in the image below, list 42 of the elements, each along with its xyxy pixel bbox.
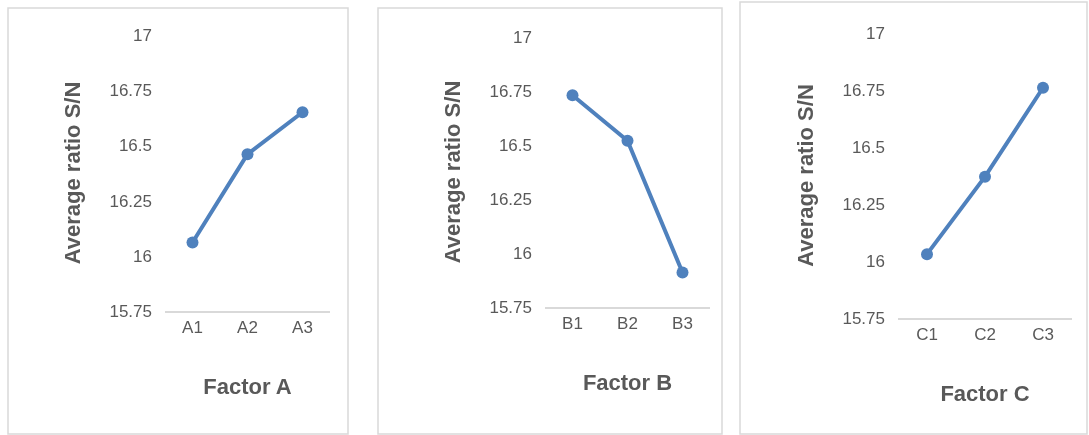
x-tick-label: B1 — [562, 314, 583, 334]
y-tick-label: 15.75 — [489, 297, 532, 317]
y-axis-title: Average ratio S/N — [440, 80, 466, 264]
x-tick-label: A1 — [182, 318, 203, 338]
y-tick-label: 16.25 — [109, 191, 152, 211]
y-tick-label: 15.75 — [109, 301, 152, 321]
x-tick-label: B3 — [672, 314, 693, 334]
y-tick-label: 16.5 — [118, 136, 152, 156]
point — [621, 134, 634, 147]
y-tick-label: 16.75 — [109, 81, 152, 101]
y-tick-label: 16.25 — [489, 189, 532, 209]
point — [1037, 81, 1049, 94]
y-tick-label: 16.75 — [489, 81, 532, 101]
x-tick-label: B2 — [617, 314, 638, 334]
x-tick-label: C1 — [916, 325, 938, 345]
x-tick-label: A2 — [237, 318, 258, 338]
point — [921, 248, 933, 261]
y-tick-label: 17 — [866, 23, 885, 43]
x-tick-label: C2 — [974, 325, 996, 345]
y-tick-label: 17 — [513, 27, 532, 47]
point — [676, 266, 689, 279]
y-tick-label: 17 — [133, 25, 152, 45]
y-tick-label: 16 — [133, 246, 152, 266]
y-tick-label: 16.75 — [842, 80, 885, 100]
point — [979, 170, 991, 183]
y-tick-label: 16 — [513, 243, 532, 263]
point — [241, 148, 254, 161]
y-axis-title: Average ratio S/N — [60, 81, 86, 265]
x-axis-title: Factor A — [203, 373, 292, 399]
point — [566, 89, 579, 102]
y-tick-label: 16.5 — [498, 135, 532, 155]
x-tick-label: A3 — [292, 318, 313, 338]
point — [296, 106, 309, 119]
y-tick-label: 16.5 — [851, 137, 885, 157]
y-tick-label: 16 — [866, 251, 885, 271]
point — [186, 236, 199, 249]
x-axis-title: Factor B — [582, 369, 673, 395]
y-axis-title: Average ratio S/N — [793, 84, 819, 267]
x-axis-title: Factor C — [940, 380, 1030, 406]
x-tick-label: C3 — [1032, 325, 1054, 345]
y-tick-label: 15.75 — [842, 308, 885, 328]
y-tick-label: 16.25 — [842, 194, 885, 214]
